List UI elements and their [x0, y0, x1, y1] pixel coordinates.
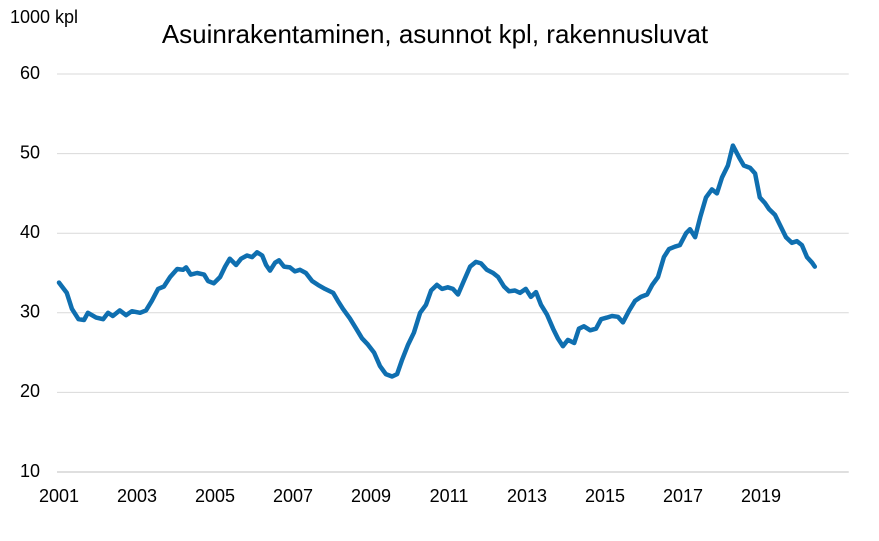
- x-tick-label: 2003: [117, 486, 157, 506]
- y-axis-label: 1000 kpl: [10, 7, 78, 27]
- x-tick-label: 2001: [39, 486, 79, 506]
- x-tick-label: 2007: [273, 486, 313, 506]
- x-tick-label: 2009: [351, 486, 391, 506]
- x-tick-label: 2015: [585, 486, 625, 506]
- y-tick-label: 30: [20, 302, 40, 322]
- x-tick-label: 2011: [430, 486, 469, 506]
- y-tick-label: 20: [20, 381, 40, 401]
- x-tick-label: 2019: [741, 486, 781, 506]
- y-tick-label: 50: [20, 142, 40, 162]
- x-tick-label: 2017: [663, 486, 703, 506]
- x-tick-label: 2005: [195, 486, 235, 506]
- y-tick-label: 10: [20, 461, 40, 481]
- data-line: [56, 143, 818, 379]
- x-tick-label: 2013: [507, 486, 547, 506]
- chart-title: Asuinrakentaminen, asunnot kpl, rakennus…: [162, 19, 709, 49]
- y-tick-label: 60: [20, 63, 40, 83]
- y-tick-label: 40: [20, 222, 40, 242]
